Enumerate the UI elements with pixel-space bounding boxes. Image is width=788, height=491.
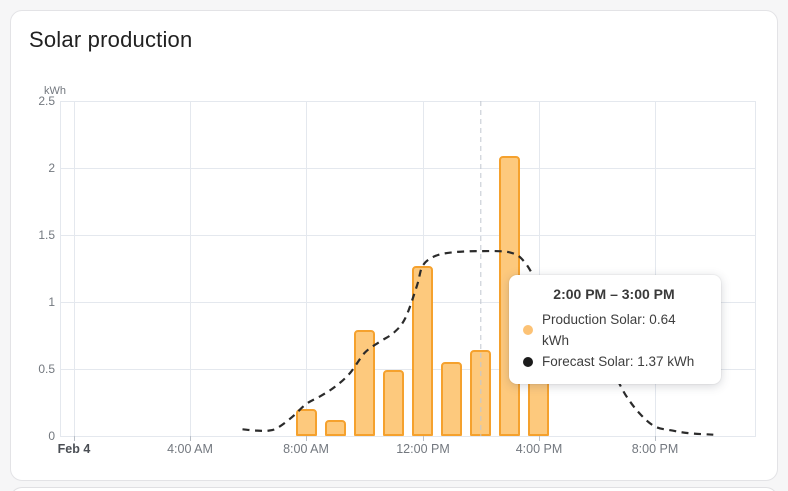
x-axis-tick-label: 4:00 AM <box>167 442 213 456</box>
forecast-curve-layer <box>242 101 714 436</box>
gridline-horizontal <box>60 235 756 236</box>
x-axis-tick-label: 8:00 AM <box>283 442 329 456</box>
gridline-vertical <box>190 101 191 436</box>
x-axis-tick-label: 8:00 PM <box>631 442 679 456</box>
y-axis-tick-label: 0 <box>48 429 55 443</box>
solar-production-card: Solar production kWh 0 0.5 1 1.5 2 2.5 Feb 4 4:… <box>10 10 778 481</box>
plot-border <box>755 101 756 436</box>
y-axis-tick-label: 2.5 <box>38 94 55 108</box>
x-axis-tick-mark <box>655 436 656 441</box>
production-bar[interactable] <box>412 266 433 436</box>
series-color-dot <box>523 356 533 367</box>
x-axis-tick-label: Feb 4 <box>57 442 91 456</box>
y-axis-tick-label: 1.5 <box>38 228 55 242</box>
gridline-vertical <box>655 101 656 436</box>
tooltip-series-row: Production Solar: 0.64 kWh <box>523 309 705 351</box>
tooltip-items: Production Solar: 0.64 kWh Forecast Solar… <box>523 309 705 372</box>
plot-border <box>60 101 61 436</box>
series-color-dot <box>523 325 533 335</box>
chart-tooltip: 2:00 PM – 3:00 PM Production Solar: 0.64… <box>509 275 721 384</box>
gridline-vertical <box>539 101 540 436</box>
y-axis-tick-label: 2 <box>48 161 55 175</box>
production-bar[interactable] <box>383 370 404 436</box>
x-axis-tick-mark <box>190 436 191 441</box>
forecast-solar-line <box>242 249 714 436</box>
y-axis-unit-label: kWh <box>44 85 66 97</box>
x-axis-tick-mark <box>74 436 75 441</box>
plot-area[interactable] <box>60 101 756 441</box>
x-axis-tick-mark <box>539 436 540 441</box>
next-card-peek <box>10 487 778 491</box>
production-bar[interactable] <box>325 420 346 436</box>
gridline-vertical <box>306 101 307 436</box>
gridline-horizontal <box>60 369 756 370</box>
production-bar[interactable] <box>296 409 317 436</box>
tooltip-series-value: Forecast Solar: 1.37 kWh <box>542 354 695 369</box>
gridline-horizontal <box>60 302 756 303</box>
gridline-horizontal <box>60 101 756 102</box>
production-bar[interactable] <box>441 362 462 436</box>
tooltip-time-range: 2:00 PM – 3:00 PM <box>553 286 675 302</box>
x-axis-tick-label: 12:00 PM <box>396 442 450 456</box>
gridline-vertical <box>74 101 75 436</box>
gridline-horizontal <box>60 436 756 437</box>
x-axis-tick-mark <box>306 436 307 441</box>
x-axis-tick-mark <box>423 436 424 441</box>
production-bar[interactable] <box>354 330 375 436</box>
x-axis-tick-label: 4:00 PM <box>515 442 563 456</box>
tooltip-series-value: Production Solar: 0.64 kWh <box>542 312 676 348</box>
y-axis-tick-label: 0.5 <box>38 362 55 376</box>
y-axis-tick-label: 1 <box>48 295 55 309</box>
gridline-horizontal <box>60 168 756 169</box>
tooltip-series-row: Forecast Solar: 1.37 kWh <box>523 351 705 372</box>
card-title: Solar production <box>29 27 193 52</box>
